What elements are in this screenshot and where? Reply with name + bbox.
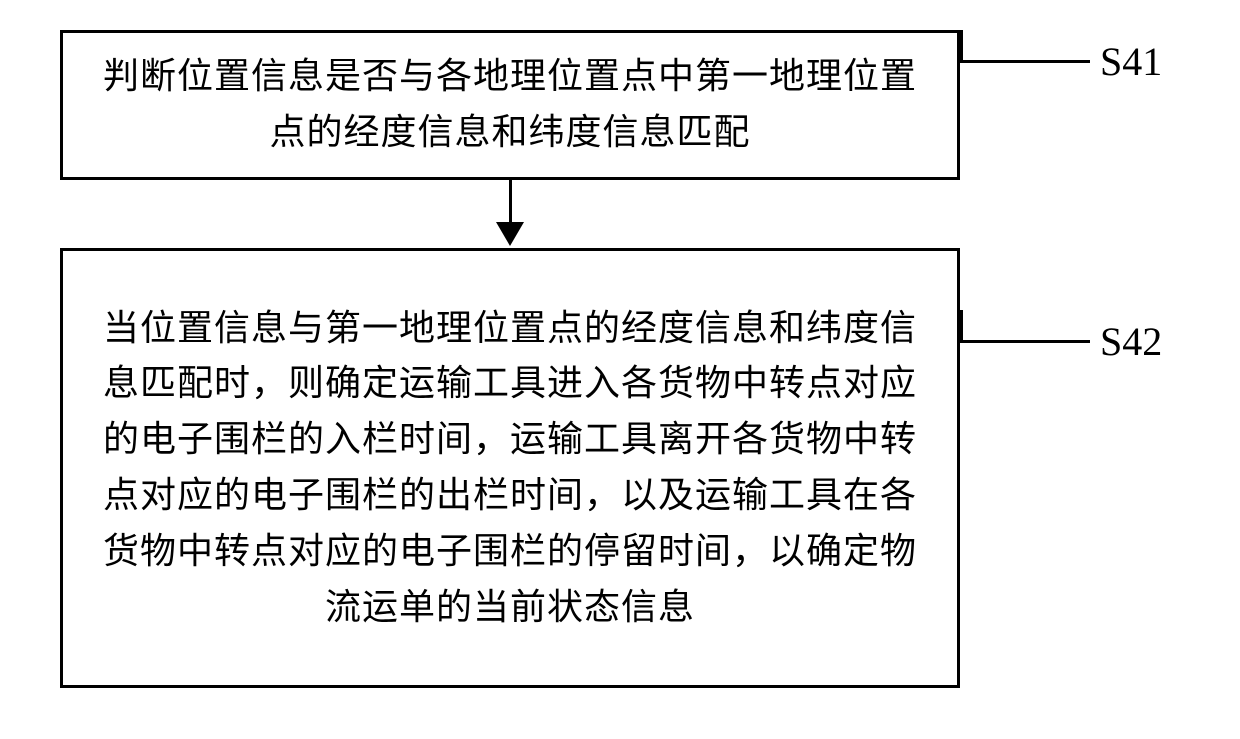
arrow-head-icon bbox=[496, 222, 524, 246]
label-connector-s41-v bbox=[960, 30, 963, 60]
label-connector-s42-h bbox=[960, 340, 1090, 343]
step-label-s42: S42 bbox=[1100, 318, 1162, 365]
flow-arrow bbox=[60, 180, 960, 248]
step-s41-text: 判断位置信息是否与各地理位置点中第一地理位置点的经度信息和纬度信息匹配 bbox=[91, 49, 929, 161]
flowchart-container: 判断位置信息是否与各地理位置点中第一地理位置点的经度信息和纬度信息匹配 当位置信… bbox=[60, 30, 960, 688]
label-connector-s42-v bbox=[960, 310, 963, 340]
step-label-s41: S41 bbox=[1100, 38, 1162, 85]
arrow-line bbox=[509, 180, 512, 226]
flowchart-step-s41: 判断位置信息是否与各地理位置点中第一地理位置点的经度信息和纬度信息匹配 bbox=[60, 30, 960, 180]
label-connector-s41-h bbox=[960, 60, 1090, 63]
flowchart-step-s42: 当位置信息与第一地理位置点的经度信息和纬度信息匹配时，则确定运输工具进入各货物中… bbox=[60, 248, 960, 688]
step-s42-text: 当位置信息与第一地理位置点的经度信息和纬度信息匹配时，则确定运输工具进入各货物中… bbox=[95, 301, 925, 636]
